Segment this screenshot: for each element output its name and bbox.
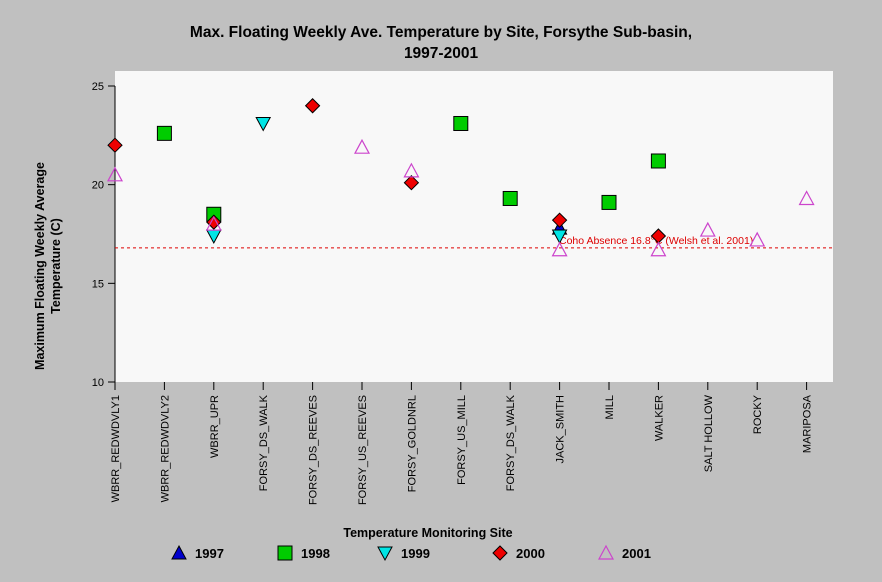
legend-marker-2000: [492, 545, 508, 561]
y-tick-label: 25: [92, 81, 104, 93]
legend-marker-2001: [597, 544, 615, 560]
data-point-1998-8: [502, 190, 518, 206]
chart-title-line-2: 1997-2001: [404, 45, 479, 62]
x-tick-label: FORSY_GOLDNRL: [406, 395, 418, 492]
x-tick-label: FORSY_DS_WALK: [505, 394, 517, 491]
data-point-2001-6: [403, 162, 420, 178]
x-tick-label: SALT HOLLOW: [703, 394, 715, 472]
x-tick-label: JACK_SMITH: [555, 395, 567, 464]
data-point-1999-9: [551, 229, 568, 245]
data-point-2000-4: [304, 98, 321, 114]
data-point-1998-11: [650, 153, 666, 169]
plot-area: [115, 71, 833, 382]
y-axis-label-line-2: Temperature (C): [49, 218, 63, 314]
legend-marker-1998: [277, 545, 293, 561]
data-point-2001-0: [106, 166, 124, 182]
x-tick-label: FORSY_DS_REEVES: [308, 395, 320, 505]
y-tick-label: 20: [92, 180, 104, 192]
y-axis-label-line-1: Maximum Floating Weekly Average: [33, 162, 47, 370]
data-point-1998-1: [156, 125, 172, 141]
x-tick-label: WBRR_REDWDVLY2: [159, 395, 171, 502]
data-points: [106, 98, 815, 257]
legend-label-2001: 2001: [622, 546, 651, 561]
legend-label-1997: 1997: [195, 546, 224, 561]
legend: 1997 1998 1999 2000 2001: [171, 544, 651, 562]
data-point-2001-12: [699, 221, 716, 237]
data-point-2000-0: [107, 137, 123, 153]
data-point-2001-13: [749, 231, 766, 247]
chart-title-line-1: Max. Floating Weekly Ave. Temperature by…: [190, 24, 692, 41]
x-axis-label: Temperature Monitoring Site: [343, 526, 512, 540]
x-tick-label: FORSY_US_MILL: [456, 395, 468, 485]
x-tick-label: WBRR_REDWDVLY1: [110, 395, 122, 502]
x-tick-label: MARIPOSA: [802, 394, 814, 453]
legend-label-2000: 2000: [516, 546, 545, 561]
x-tick-label: WBRR_UPR: [209, 395, 221, 458]
data-point-2001-11: [650, 241, 667, 257]
data-point-1998-10: [601, 194, 617, 210]
y-tick-label: 15: [92, 278, 104, 290]
x-tick-label: FORSY_DS_WALK: [258, 394, 270, 491]
data-point-2000-6: [403, 174, 420, 191]
data-point-2001-5: [353, 138, 371, 154]
data-point-2001-9: [551, 241, 568, 257]
y-tick-label: 10: [92, 377, 104, 389]
x-tick-label: ROCKY: [752, 394, 764, 434]
y-axis-ticks: 10 15 20 25: [92, 81, 115, 389]
legend-marker-1999: [377, 546, 393, 562]
legend-label-1998: 1998: [301, 546, 330, 561]
data-point-2000-2: [206, 214, 222, 230]
data-point-2001-2: [205, 215, 222, 231]
x-tick-label: MILL: [604, 395, 616, 419]
data-point-2001-14: [798, 190, 815, 206]
data-point-1999-3: [255, 116, 272, 132]
x-tick-label: FORSY_US_REEVES: [357, 395, 369, 505]
legend-label-1999: 1999: [401, 546, 430, 561]
data-point-1998-7: [453, 115, 469, 131]
legend-marker-1997: [171, 544, 187, 560]
x-axis-ticks: WBRR_REDWDVLY1 WBRR_REDWDVLY2 WBRR_UPR FORS…: [110, 382, 814, 505]
x-tick-label: WALKER: [653, 395, 665, 441]
data-point-2000-9: [551, 212, 568, 228]
